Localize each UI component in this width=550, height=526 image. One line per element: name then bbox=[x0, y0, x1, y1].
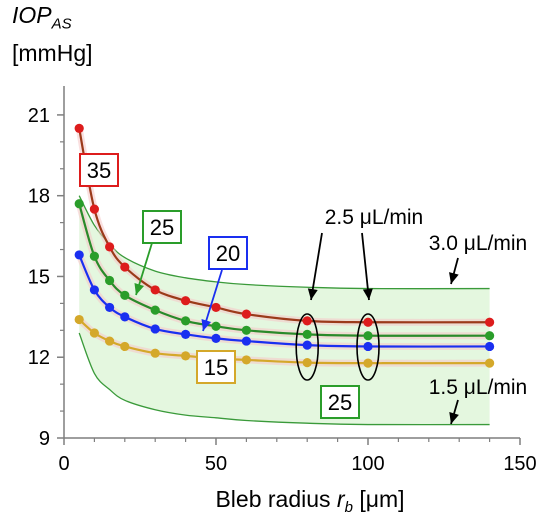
series-point-15-3 bbox=[181, 351, 191, 361]
arrow-flow-high-head bbox=[449, 272, 459, 284]
series-point-15-3 bbox=[89, 328, 99, 338]
x-tick-label: 50 bbox=[205, 453, 227, 475]
x-tick-label: 150 bbox=[503, 453, 536, 475]
series-point-25-1 bbox=[74, 199, 84, 209]
label-25-lower-box bbox=[320, 385, 360, 419]
label-25-box bbox=[142, 210, 182, 244]
series-point-15-3 bbox=[105, 336, 115, 346]
series-point-15-3 bbox=[485, 358, 495, 368]
axes-layer: 9 12 15 18 21 0 50 100 150 bbox=[28, 86, 537, 475]
x-tick-label: 0 bbox=[58, 453, 69, 475]
series-point-20-2 bbox=[89, 285, 99, 295]
series-point-20-2 bbox=[74, 250, 84, 260]
arrow-flow-mid-b-head bbox=[362, 288, 373, 300]
series-point-15-3 bbox=[302, 358, 312, 368]
series-point-35-0 bbox=[211, 302, 221, 313]
y-axis-title: IOPAS bbox=[12, 2, 72, 33]
series-point-25-1 bbox=[120, 290, 130, 300]
series-point-15-3 bbox=[363, 358, 373, 368]
y-axis-title-sub: AS bbox=[51, 15, 72, 33]
series-point-35-0 bbox=[363, 317, 373, 327]
series-point-25-1 bbox=[89, 251, 99, 261]
arrow-20-head bbox=[201, 319, 212, 331]
label-25-lower-text: 25 bbox=[328, 390, 352, 415]
y-tick-label: 15 bbox=[28, 266, 50, 288]
label-35-text: 35 bbox=[87, 158, 111, 183]
flow-high-label: 3.0 μL/min bbox=[429, 232, 527, 255]
series-point-20-2 bbox=[302, 340, 312, 350]
arrow-25-head bbox=[134, 283, 145, 295]
series-point-35-0 bbox=[120, 262, 130, 272]
annotation-layer: 35 25 20 15 25 2.5 μL/min 3.0 μL/min 1.5 μL/min bbox=[79, 153, 527, 425]
flow-band-area bbox=[79, 195, 490, 425]
series-point-35-0 bbox=[74, 123, 84, 133]
y-tick-label: 9 bbox=[39, 428, 50, 450]
series-point-20-2 bbox=[150, 324, 160, 334]
ellipse-x100 bbox=[356, 313, 380, 381]
series-point-15-3 bbox=[120, 341, 130, 352]
series-point-35-0 bbox=[241, 309, 251, 319]
y-axis-title-main: IOP bbox=[12, 2, 52, 28]
series-point-25-1 bbox=[485, 331, 495, 341]
label-15-box bbox=[196, 350, 236, 384]
series-point-25-1 bbox=[302, 329, 312, 339]
series-point-20-2 bbox=[120, 312, 130, 322]
label-25-text: 25 bbox=[150, 215, 174, 240]
series-point-15-3 bbox=[74, 314, 84, 325]
series-point-35-0 bbox=[105, 242, 115, 252]
series-point-25-1 bbox=[181, 316, 191, 326]
series-point-20-2 bbox=[241, 336, 251, 346]
series-point-25-1 bbox=[105, 275, 115, 286]
y-tick-label: 12 bbox=[28, 347, 50, 369]
series-point-35-0 bbox=[485, 317, 495, 327]
series-point-25-1 bbox=[211, 321, 221, 331]
ellipse-x80 bbox=[295, 313, 320, 381]
series-point-25-1 bbox=[150, 305, 160, 315]
x-axis-title: Bleb radius rb [μm] bbox=[215, 486, 404, 516]
series-point-15-3 bbox=[241, 355, 251, 365]
series-layer bbox=[74, 123, 495, 368]
label-20-text: 20 bbox=[216, 241, 240, 266]
series-point-20-2 bbox=[211, 333, 221, 343]
arrow-flow-mid-b bbox=[361, 232, 370, 301]
arrow-flow-low-head bbox=[449, 412, 459, 424]
y-tick-label: 18 bbox=[28, 186, 50, 208]
label-35-box bbox=[79, 153, 119, 187]
flow-band-lower-line bbox=[78, 332, 490, 426]
label-15-text: 15 bbox=[204, 355, 228, 380]
series-point-35-0 bbox=[150, 285, 160, 295]
flow-mid-label: 2.5 μL/min bbox=[325, 206, 423, 229]
y-tick-label: 21 bbox=[28, 105, 50, 127]
series-point-35-0 bbox=[181, 296, 191, 306]
arrow-flow-mid-a bbox=[310, 232, 323, 301]
y-axis-unit: [mmHg] bbox=[12, 40, 93, 66]
series-point-35-0 bbox=[89, 204, 99, 214]
series-point-20-2 bbox=[363, 341, 373, 352]
arrow-flow-mid-a-head bbox=[307, 288, 318, 300]
series-point-25-1 bbox=[241, 325, 251, 335]
series-point-25-1 bbox=[363, 331, 373, 341]
series-point-15-3 bbox=[150, 348, 160, 358]
series-point-20-2 bbox=[105, 302, 115, 313]
series-point-20-2 bbox=[181, 329, 191, 339]
label-20-box bbox=[208, 236, 248, 270]
series-point-20-2 bbox=[485, 341, 495, 352]
flow-low-label: 1.5 μL/min bbox=[429, 376, 527, 399]
series-point-35-0 bbox=[302, 316, 312, 326]
x-tick-label: 100 bbox=[351, 453, 384, 475]
